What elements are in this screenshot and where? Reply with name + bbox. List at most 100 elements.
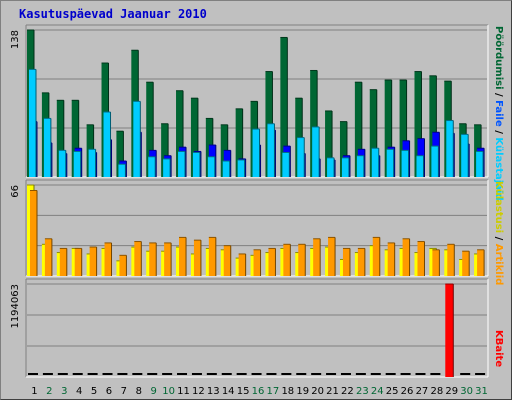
files-bar <box>73 150 82 177</box>
pages-bar <box>372 236 381 276</box>
files-bar <box>103 111 112 177</box>
pages-bar-fill <box>268 248 276 276</box>
kbytes-bar <box>460 373 471 375</box>
pages-bar-fill <box>44 238 52 276</box>
day-label: 1 <box>31 386 37 397</box>
files-bar <box>88 148 97 177</box>
files-bar <box>178 150 186 177</box>
kbytes-bar <box>340 373 351 375</box>
pages-bar <box>268 247 276 276</box>
pages-bar <box>432 249 440 276</box>
kbytes-bar <box>251 373 262 375</box>
pages-bar-fill <box>372 237 380 276</box>
files-bar-fill <box>88 149 96 177</box>
kbytes-bar <box>147 373 158 375</box>
pages-bar-fill <box>179 237 187 276</box>
pages-bar-fill <box>74 248 82 276</box>
files-bar <box>192 152 201 177</box>
files-bar-fill <box>341 157 349 177</box>
pages-bar-fill <box>387 242 395 276</box>
pages-bar <box>462 250 470 276</box>
legend-files: Faile <box>493 100 504 127</box>
files-bar-fill <box>446 120 454 177</box>
visits-panel-y-tick-label: 66 <box>10 185 21 198</box>
pages-bar <box>193 239 202 276</box>
pages-bar-fill <box>402 238 410 276</box>
kbytes-bar <box>370 373 381 375</box>
legend-hits-files-sites: Pöördumisi / Faile / Külastajaid <box>493 26 504 201</box>
day-label: 11 <box>177 386 190 397</box>
hits-bar-fill <box>56 100 64 177</box>
pages-bar <box>208 236 217 276</box>
day-label: 8 <box>136 386 142 397</box>
legend-pages: Artiklid <box>493 244 504 286</box>
pages-bar <box>283 243 291 276</box>
files-bar-fill <box>207 156 215 177</box>
pages-bar <box>179 236 187 276</box>
pages-bar-fill <box>328 237 336 276</box>
legend-sites: Külastajaid <box>493 137 504 200</box>
files-bar-fill <box>327 157 335 177</box>
pages-bar-fill <box>253 249 261 276</box>
pages-bar-fill <box>149 242 157 276</box>
pages-bar <box>89 246 98 276</box>
files-bar-fill <box>148 156 156 177</box>
pages-bar <box>447 243 455 276</box>
pages-bar-fill <box>208 237 216 276</box>
files-bar-fill <box>237 159 245 177</box>
hits-bar-fill <box>354 82 362 177</box>
kbytes-bar <box>415 373 426 375</box>
kbytes-bar <box>72 373 83 375</box>
pages-bar-fill <box>283 244 291 276</box>
day-label: 22 <box>341 386 354 397</box>
day-label: 29 <box>445 386 458 397</box>
files-bar <box>476 150 484 177</box>
pages-bar <box>74 247 83 276</box>
pages-bar-fill <box>432 249 440 276</box>
hits-bar-fill <box>176 90 184 177</box>
pages-bar <box>477 249 485 276</box>
kbytes-bar <box>400 373 411 375</box>
kbytes-bar <box>430 373 441 375</box>
pages-bar-fill <box>104 242 112 276</box>
files-bar <box>386 148 395 177</box>
files-bar <box>222 160 231 177</box>
files-bar <box>133 100 141 177</box>
kbytes-bar <box>42 373 53 375</box>
files-bar <box>237 159 246 177</box>
files-bar <box>341 157 350 177</box>
kbytes-bar <box>355 373 366 375</box>
hits-bar-fill <box>369 89 377 177</box>
day-label: 13 <box>207 386 220 397</box>
kbytes-bar <box>162 373 173 375</box>
kbytes-bar <box>28 373 38 375</box>
files-bar <box>58 149 67 177</box>
day-label: 26 <box>401 386 414 397</box>
files-bar <box>43 117 52 177</box>
kbytes-bar <box>311 373 322 375</box>
day-label: 16 <box>252 386 265 397</box>
legend-sep: / <box>493 233 504 244</box>
kbytes-bar <box>102 373 113 375</box>
files-bar-fill <box>73 151 81 177</box>
files-bar-fill <box>43 118 51 177</box>
files-bar <box>118 163 126 177</box>
legend-sep: / <box>493 127 504 138</box>
kbytes-bar <box>177 373 188 375</box>
pages-bar <box>417 241 425 276</box>
day-label: 21 <box>326 386 339 397</box>
files-bar-fill <box>58 150 66 177</box>
files-bar <box>431 145 439 177</box>
files-bar <box>461 133 469 177</box>
pages-bar-fill <box>30 190 37 276</box>
legend-sep: / <box>493 90 504 101</box>
files-bar <box>371 147 380 177</box>
hits-bar-fill <box>116 131 124 177</box>
kbytes-bar <box>206 373 217 375</box>
pages-bar-fill <box>342 248 350 276</box>
files-bar-fill <box>461 134 469 177</box>
hits-bar-fill <box>235 108 243 177</box>
kbytes-bar-fill <box>445 284 454 377</box>
chart-title: Kasutuspäevad Jaanuar 2010 <box>19 7 207 21</box>
